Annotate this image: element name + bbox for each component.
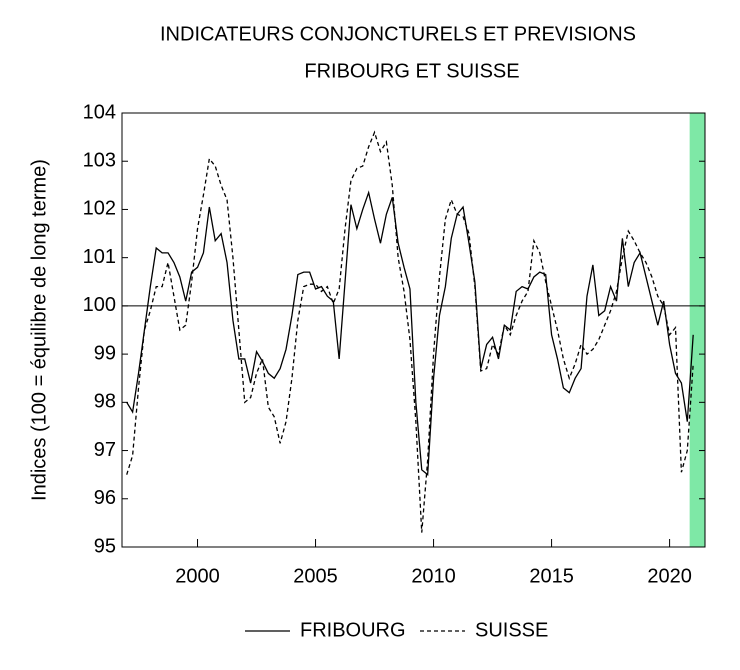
y-tick-label: 99 <box>94 342 116 364</box>
y-tick-label: 98 <box>94 391 116 413</box>
y-tick-label: 96 <box>94 487 116 509</box>
chart-title: INDICATEURS CONJONCTURELS ET PREVISIONS <box>160 23 636 45</box>
series-line <box>126 190 694 476</box>
y-tick-label: 102 <box>83 198 116 220</box>
y-tick-label: 101 <box>83 246 116 268</box>
chart-subtitle: FRIBOURG ET SUISSE <box>304 60 519 82</box>
x-tick-label: 2015 <box>529 565 574 587</box>
forecast-band <box>689 113 705 547</box>
y-tick-label: 95 <box>94 535 116 557</box>
plot-frame <box>121 112 706 548</box>
x-tick-label: 2000 <box>175 565 220 587</box>
x-tick-label: 2020 <box>647 565 692 587</box>
y-axis-label: Indices (100 = équilibre de long terme) <box>28 159 50 501</box>
x-tick-label: 2010 <box>411 565 456 587</box>
y-tick-label: 97 <box>94 439 116 461</box>
y-tick-label: 103 <box>83 150 116 172</box>
x-tick-label: 2005 <box>293 565 338 587</box>
y-tick-label: 104 <box>83 101 116 123</box>
legend-label: SUISSE <box>475 619 548 641</box>
y-tick-label: 100 <box>83 294 116 316</box>
series-line <box>126 130 694 533</box>
legend-label: FRIBOURG <box>300 619 406 641</box>
